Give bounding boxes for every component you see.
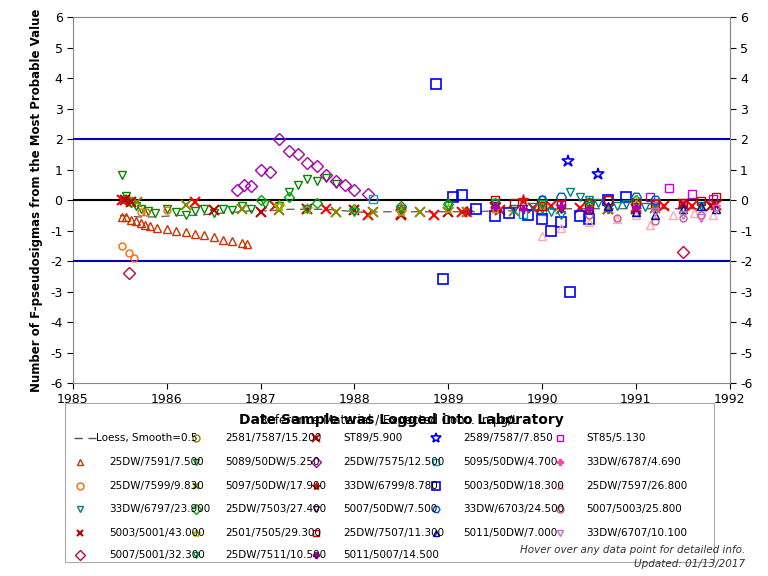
Text: 25DW/7511/10.500: 25DW/7511/10.500 (225, 550, 326, 560)
Text: ST85/5.130: ST85/5.130 (587, 433, 646, 443)
Y-axis label: Number of F-pseudosigmas from the Most Probable Value: Number of F-pseudosigmas from the Most P… (30, 9, 43, 392)
X-axis label: Date Sample was Logged into Laboratory: Date Sample was Logged into Laboratory (239, 414, 564, 427)
Text: 5003/50DW/18.300: 5003/50DW/18.300 (463, 480, 564, 491)
Text: 33DW/6787/4.690: 33DW/6787/4.690 (587, 457, 681, 467)
Text: 25DW/7507/11.300: 25DW/7507/11.300 (343, 528, 444, 538)
Text: 5011/5007/14.500: 5011/5007/14.500 (343, 550, 439, 560)
Text: 25DW/7575/12.500: 25DW/7575/12.500 (343, 457, 444, 467)
Text: 33DW/6799/8.780: 33DW/6799/8.780 (343, 480, 438, 491)
Text: 25DW/7503/27.400: 25DW/7503/27.400 (225, 505, 326, 514)
Text: 2501/7505/29.300: 2501/7505/29.300 (225, 528, 321, 538)
Text: 25DW/7591/7.500: 25DW/7591/7.500 (109, 457, 204, 467)
Text: 25DW/7599/9.830: 25DW/7599/9.830 (109, 480, 204, 491)
Text: Reference Material / Expected Conc. in µg/L: Reference Material / Expected Conc. in µ… (260, 414, 519, 427)
Text: 2589/7587/7.850: 2589/7587/7.850 (463, 433, 553, 443)
Text: 5007/5001/32.300: 5007/5001/32.300 (109, 550, 205, 560)
Text: ST89/5.900: ST89/5.900 (343, 433, 402, 443)
Text: 5011/50DW/7.000: 5011/50DW/7.000 (463, 528, 558, 538)
Text: 33DW/6703/24.500: 33DW/6703/24.500 (463, 505, 564, 514)
Text: 33DW/6797/23.900: 33DW/6797/23.900 (109, 505, 210, 514)
Text: 5007/5003/25.800: 5007/5003/25.800 (587, 505, 682, 514)
Text: 25DW/7597/26.800: 25DW/7597/26.800 (587, 480, 687, 491)
Text: 5007/50DW/7.500: 5007/50DW/7.500 (343, 505, 437, 514)
Text: 33DW/6707/10.100: 33DW/6707/10.100 (587, 528, 687, 538)
Text: Loess, Smooth=0.5: Loess, Smooth=0.5 (97, 433, 198, 443)
Text: Hover over any data point for detailed info.
Updated: 01/13/2017: Hover over any data point for detailed i… (520, 545, 745, 569)
Text: 5095/50DW/4.700: 5095/50DW/4.700 (463, 457, 558, 467)
Text: 5003/5001/43.000: 5003/5001/43.000 (109, 528, 205, 538)
Text: 5089/50DW/5.250: 5089/50DW/5.250 (225, 457, 319, 467)
Text: 5097/50DW/17.900: 5097/50DW/17.900 (225, 480, 326, 491)
Text: 2581/7587/15.200: 2581/7587/15.200 (225, 433, 321, 443)
